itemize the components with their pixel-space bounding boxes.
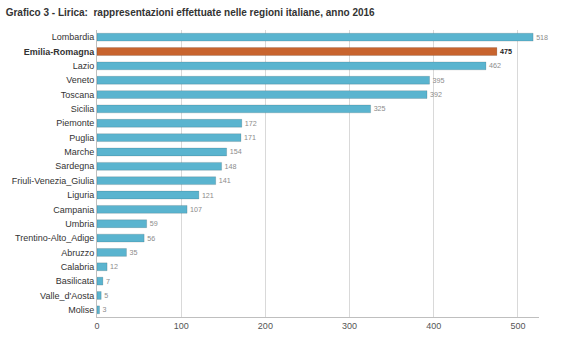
svg-text:Friuli-Venezia_Giulia: Friuli-Venezia_Giulia (12, 176, 95, 186)
svg-text:Grafico 3 - Lirica: rappresen: Grafico 3 - Lirica: rappresentazioni eff… (6, 7, 375, 18)
svg-text:Lombardia: Lombardia (52, 32, 95, 42)
svg-text:Calabria: Calabria (61, 262, 95, 272)
svg-text:0: 0 (94, 321, 99, 331)
svg-text:Emilia-Romagna: Emilia-Romagna (24, 47, 96, 57)
svg-text:7: 7 (106, 278, 110, 286)
svg-text:5: 5 (104, 292, 108, 300)
svg-text:Valle_d'Aosta: Valle_d'Aosta (40, 291, 94, 301)
svg-text:Umbria: Umbria (65, 219, 94, 229)
svg-text:148: 148 (225, 163, 237, 171)
svg-text:395: 395 (433, 77, 445, 85)
svg-text:400: 400 (426, 321, 441, 331)
svg-text:3: 3 (103, 306, 107, 314)
svg-text:171: 171 (244, 134, 256, 142)
svg-text:Abruzzo: Abruzzo (61, 248, 94, 258)
svg-text:Lazio: Lazio (73, 61, 95, 71)
svg-text:Campania: Campania (53, 205, 94, 215)
svg-text:Basilicata: Basilicata (56, 276, 95, 286)
svg-text:35: 35 (129, 249, 137, 257)
svg-text:Marche: Marche (64, 147, 94, 157)
svg-text:200: 200 (258, 321, 273, 331)
svg-text:12: 12 (110, 263, 118, 271)
svg-text:Veneto: Veneto (66, 75, 94, 85)
svg-text:Molise: Molise (68, 305, 94, 315)
svg-text:172: 172 (245, 120, 257, 128)
svg-text:Liguria: Liguria (67, 190, 94, 200)
svg-text:154: 154 (230, 148, 242, 156)
svg-text:Sardegna: Sardegna (55, 161, 94, 171)
svg-text:56: 56 (147, 235, 155, 243)
svg-text:100: 100 (174, 321, 189, 331)
svg-text:Toscana: Toscana (61, 90, 95, 100)
svg-text:325: 325 (374, 105, 386, 113)
svg-text:392: 392 (430, 91, 442, 99)
svg-text:Piemonte: Piemonte (56, 118, 94, 128)
svg-text:500: 500 (510, 321, 525, 331)
svg-text:141: 141 (219, 177, 231, 185)
svg-text:300: 300 (342, 321, 357, 331)
svg-text:Puglia: Puglia (69, 133, 94, 143)
svg-text:462: 462 (489, 62, 501, 70)
svg-text:Trentino-Alto_Adige: Trentino-Alto_Adige (15, 233, 94, 243)
svg-text:121: 121 (202, 192, 214, 200)
svg-text:Sicilia: Sicilia (71, 104, 95, 114)
svg-text:59: 59 (150, 220, 158, 228)
svg-text:518: 518 (536, 34, 548, 42)
svg-text:107: 107 (190, 206, 202, 214)
svg-text:475: 475 (500, 48, 512, 56)
